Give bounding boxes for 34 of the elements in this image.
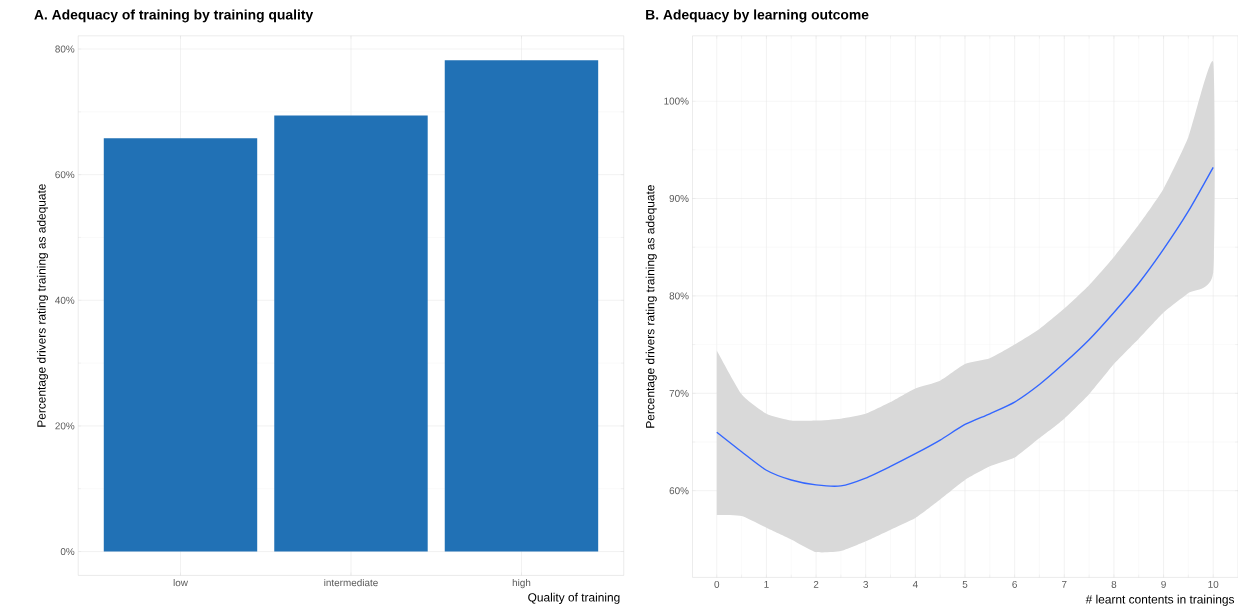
x-tick-label: 1 <box>764 580 769 588</box>
chart-title: B. Adequacy by learning outcome <box>646 9 869 23</box>
y-tick-label: 90% <box>669 194 689 202</box>
bar <box>444 60 599 552</box>
x-tick-label: 4 <box>912 580 918 588</box>
x-tick-label: 9 <box>1161 580 1166 588</box>
y-axis-title: Percentage drivers rating training as adequate <box>36 184 49 427</box>
x-tick-label: intermediate <box>324 578 378 587</box>
y-tick-label: 70% <box>669 389 689 397</box>
x-tick-label: 6 <box>1012 580 1017 588</box>
chart-title: A. Adequacy of training by training quality <box>34 9 314 23</box>
y-tick-label: 0% <box>60 547 75 555</box>
x-tick-label: high <box>512 578 531 589</box>
x-tick-label: 0 <box>714 580 720 588</box>
x-tick-label: 10 <box>1208 580 1219 588</box>
y-tick-label: 100% <box>664 97 689 105</box>
x-axis-title: # learnt contents in trainings <box>1085 594 1235 606</box>
y-tick-label: 40% <box>55 296 75 304</box>
x-tick-label: low <box>173 578 188 587</box>
bar <box>103 138 258 552</box>
x-tick-label: 2 <box>813 580 819 588</box>
bar <box>274 115 428 552</box>
y-tick-label: 60% <box>669 487 689 495</box>
line-series <box>716 166 1214 487</box>
x-tick-label: 7 <box>1062 580 1067 588</box>
y-tick-label: 80% <box>55 45 75 53</box>
y-tick-label: 60% <box>55 171 75 179</box>
y-tick-label: 20% <box>55 422 75 430</box>
y-tick-label: 80% <box>669 292 689 300</box>
x-tick-label: 8 <box>1111 580 1117 588</box>
x-tick-label: 5 <box>962 580 968 588</box>
x-axis-title: Quality of training <box>528 592 620 604</box>
x-tick-label: 3 <box>863 580 869 588</box>
y-axis-title: Percentage drivers rating training as adequate <box>645 185 657 428</box>
